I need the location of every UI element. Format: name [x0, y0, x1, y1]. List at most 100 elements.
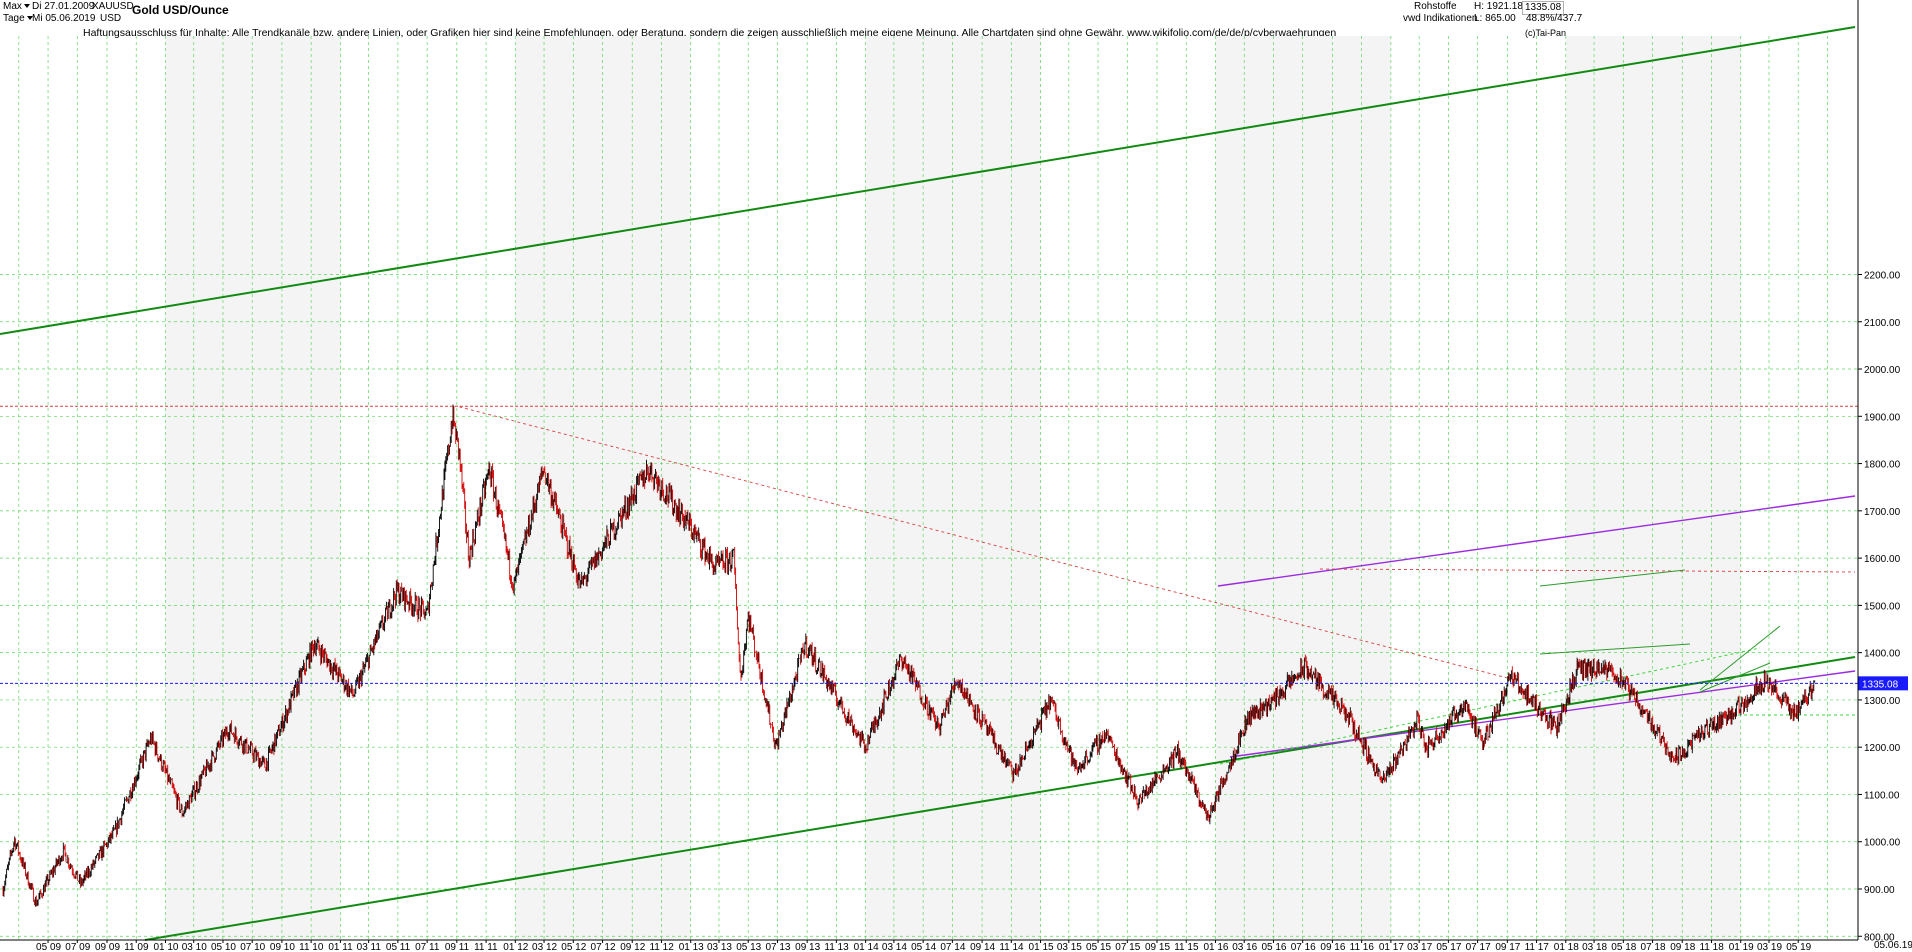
x-tick-label: 09 14 [970, 942, 995, 952]
chart-title: Gold USD/Ounce [132, 3, 229, 17]
peak-downtrend-line [459, 406, 1516, 681]
x-tick-label: 01 19 [1729, 942, 1754, 952]
x-tick-label: 01 15 [1029, 942, 1054, 952]
x-tick-label: 09 10 [270, 942, 295, 952]
x-tick-label: 11 12 [649, 942, 674, 952]
x-tick-label: 07 18 [1641, 942, 1666, 952]
y-tick-label: 1100.00 [1864, 790, 1900, 801]
x-tick-label: 05 16 [1261, 942, 1286, 952]
x-tick-label: 09 16 [1320, 942, 1345, 952]
y-tick-label: 1800.00 [1864, 460, 1901, 471]
y-tick-label: 1000.00 [1864, 838, 1901, 849]
x-tick-label: 01 18 [1554, 942, 1579, 952]
x-tick-label: 09 09 [95, 942, 120, 952]
x-axis: 05 09 07 09 09 09 11 09 01 10 03 10 05 10 07 10… [0, 939, 1858, 952]
mid-range-line [1539, 643, 1691, 655]
price-series [2, 404, 1816, 907]
x-tick-label: 07 10 [240, 942, 265, 952]
resistance-dotted-line [1319, 568, 1856, 573]
x-tick-label: 07 17 [1466, 942, 1491, 952]
end-date-label: 05.06.19 [1874, 940, 1912, 951]
year-band [865, 36, 1041, 940]
copyright-label: (c)Tai-Pan [1525, 28, 1567, 38]
x-tick-label: 07 09 [65, 942, 90, 952]
last-value: 1335.08 [1522, 1, 1565, 15]
grid-lines [0, 36, 1858, 940]
x-tick-label: 03 15 [1057, 942, 1082, 952]
date-to[interactable]: Mi 05.06.2019 [32, 13, 96, 24]
y-tick-label: 1500.00 [1864, 601, 1901, 612]
x-tick-label: 03 16 [1232, 942, 1257, 952]
y-tick-label: 800.00 [1864, 932, 1895, 943]
purple-channel-upper [1217, 495, 1856, 587]
range-select[interactable]: Max [3, 1, 30, 13]
wedge-lower-line [1699, 662, 1771, 693]
support-dotted-line [1219, 647, 1761, 765]
x-tick-label: 09 13 [795, 942, 820, 952]
x-tick-label: 07 13 [765, 942, 790, 952]
x-tick-label: 05 11 [386, 942, 411, 952]
x-tick-label: 11 09 [124, 942, 149, 952]
x-tick-label: 03 10 [182, 942, 207, 952]
symbol-label: XAUUSD [92, 1, 134, 12]
x-tick-label: 01 12 [503, 942, 528, 952]
date-from[interactable]: Di 27.01.2009 [32, 1, 95, 12]
y-tick-label: 2100.00 [1864, 318, 1901, 329]
x-tick-label: 03 13 [707, 942, 732, 952]
x-tick-label: 11 11 [474, 942, 498, 952]
x-tick-label: 01 17 [1379, 942, 1404, 952]
last-price-label: 1335.08 [1862, 679, 1899, 690]
x-tick-label: 07 12 [591, 942, 616, 952]
channel-lower-line [144, 656, 1856, 941]
category-label: Rohstoffe [1414, 1, 1457, 12]
x-tick-label: 11 13 [824, 942, 849, 952]
y-tick-label: 2200.00 [1864, 270, 1901, 281]
year-band [515, 36, 691, 940]
x-tick-label: 07 15 [1115, 942, 1140, 952]
x-tick-label: 11 16 [1350, 942, 1375, 952]
x-tick-label: 09 17 [1495, 942, 1520, 952]
x-tick-label: 01 11 [328, 942, 353, 952]
y-tick-label: 1600.00 [1864, 554, 1901, 565]
x-tick-label: 11 14 [999, 942, 1024, 952]
x-tick-label: 01 10 [153, 942, 178, 952]
top-range-line [1539, 569, 1686, 587]
x-tick-label: 01 14 [854, 942, 879, 952]
x-tick-label: 11 10 [299, 942, 324, 952]
x-tick-label: 09 15 [1145, 942, 1170, 952]
chevron-down-icon [26, 16, 33, 21]
x-tick-label: 11 17 [1525, 942, 1550, 952]
plot-shade [165, 36, 1741, 940]
x-tick-label: 01 16 [1203, 942, 1228, 952]
change-value: 48.8%/437.7 [1526, 13, 1583, 24]
x-tick-label: 05 13 [736, 942, 761, 952]
year-band [1215, 36, 1391, 940]
x-tick-label: 05 10 [211, 942, 236, 952]
x-tick-label: 01 13 [679, 942, 704, 952]
x-tick-label: 11 15 [1174, 942, 1199, 952]
x-tick-label: 03 19 [1757, 942, 1782, 952]
x-tick-label: 05 09 [36, 942, 61, 952]
x-tick-label: 05 17 [1436, 942, 1461, 952]
reference-lines: 1335.08 [0, 405, 1908, 691]
x-tick-label: 03 11 [357, 942, 382, 952]
last-price-marker [1858, 676, 1908, 691]
currency-label: USD [100, 13, 122, 24]
y-tick-label: 900.00 [1864, 885, 1895, 896]
y-tick-label: 1700.00 [1864, 507, 1901, 518]
x-tick-label: 05 18 [1611, 942, 1636, 952]
y-axis: 800.00 900.00 1000.00 1100.00 1200.00 1300.00… [1857, 0, 1901, 943]
year-band [1565, 36, 1741, 940]
x-tick-label: 09 11 [445, 942, 470, 952]
source-label: vwd Indikationen [1403, 13, 1478, 24]
low-value: L: 865.00 [1474, 13, 1516, 24]
x-tick-label: 05 12 [561, 942, 586, 952]
y-tick-label: 1900.00 [1864, 412, 1901, 423]
x-tick-label: 05 19 [1786, 942, 1811, 952]
interval-select[interactable]: Tage [3, 13, 33, 25]
x-tick-label: 05 15 [1086, 942, 1111, 952]
x-tick-label: 05 14 [911, 942, 936, 952]
y-tick-label: 1200.00 [1864, 743, 1901, 754]
x-tick-label: 03 14 [882, 942, 907, 952]
